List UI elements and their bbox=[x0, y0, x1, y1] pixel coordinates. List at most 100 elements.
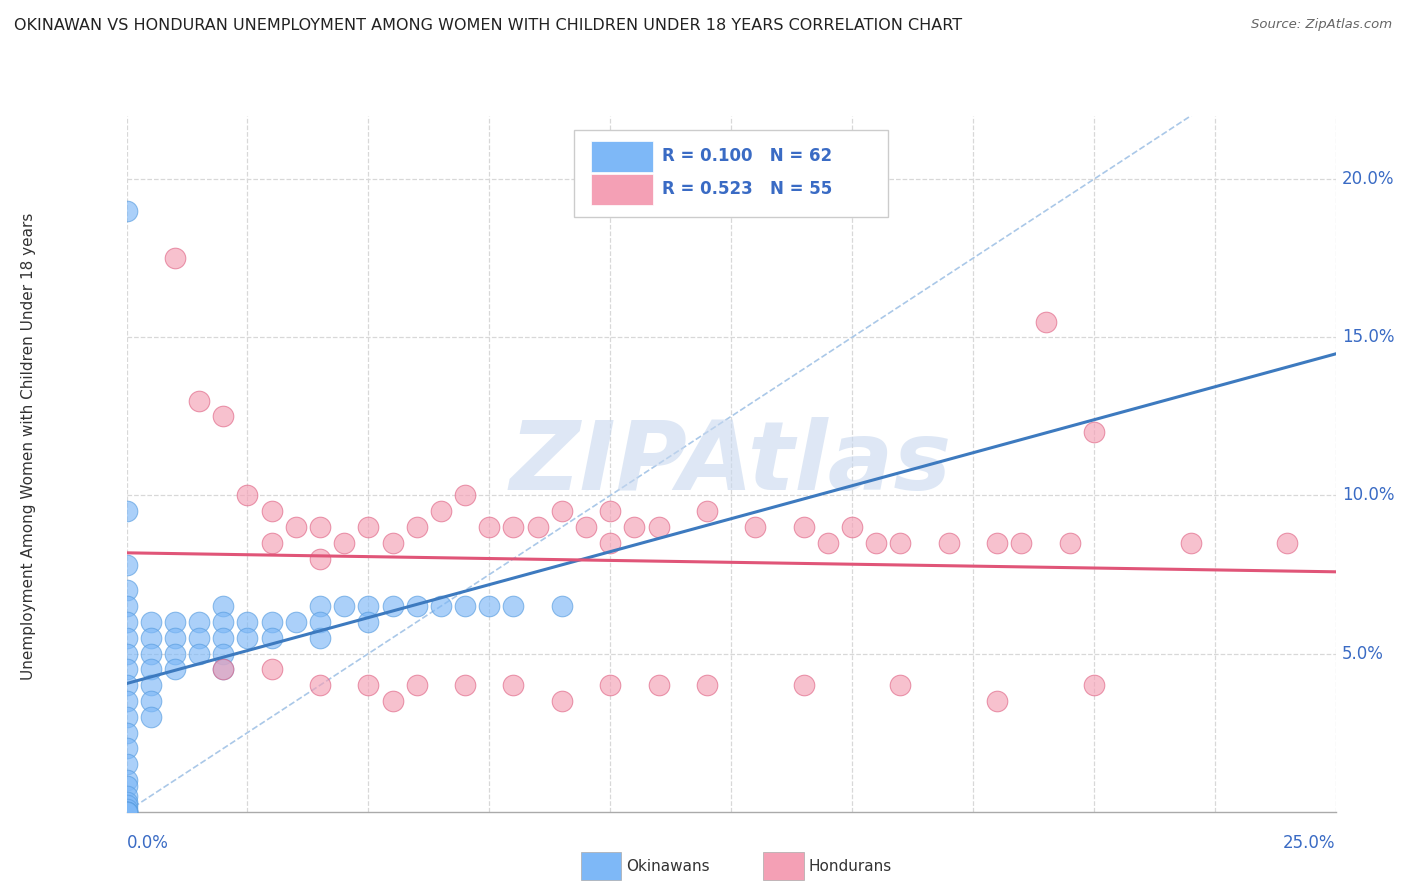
Point bbox=[139, 647, 162, 661]
Point bbox=[1035, 314, 1057, 328]
Point bbox=[115, 780, 138, 794]
Point bbox=[333, 536, 356, 550]
Point bbox=[599, 504, 621, 518]
Point bbox=[115, 694, 138, 708]
Point bbox=[212, 409, 235, 424]
Point bbox=[115, 558, 138, 572]
Point bbox=[405, 599, 427, 614]
Point bbox=[696, 504, 718, 518]
Point bbox=[696, 678, 718, 692]
Point bbox=[236, 488, 259, 502]
Point bbox=[139, 662, 162, 676]
Point bbox=[284, 520, 307, 534]
Point bbox=[1180, 536, 1202, 550]
Text: OKINAWAN VS HONDURAN UNEMPLOYMENT AMONG WOMEN WITH CHILDREN UNDER 18 YEARS CORRE: OKINAWAN VS HONDURAN UNEMPLOYMENT AMONG … bbox=[14, 18, 962, 33]
Point bbox=[260, 536, 283, 550]
Point bbox=[212, 599, 235, 614]
Point bbox=[938, 536, 960, 550]
Point bbox=[1277, 536, 1299, 550]
Point bbox=[212, 662, 235, 676]
Point bbox=[551, 694, 574, 708]
Point bbox=[115, 678, 138, 692]
Point bbox=[163, 631, 186, 645]
Point bbox=[139, 631, 162, 645]
Point bbox=[163, 252, 186, 266]
Point bbox=[647, 678, 669, 692]
Point bbox=[575, 520, 598, 534]
Point bbox=[454, 678, 477, 692]
Point bbox=[1059, 536, 1081, 550]
Point bbox=[260, 662, 283, 676]
Point bbox=[212, 615, 235, 629]
Point bbox=[309, 599, 332, 614]
Point bbox=[115, 795, 138, 809]
Point bbox=[115, 203, 138, 218]
Point bbox=[309, 520, 332, 534]
FancyBboxPatch shape bbox=[591, 141, 652, 171]
Point bbox=[502, 599, 524, 614]
Point bbox=[284, 615, 307, 629]
Point bbox=[139, 615, 162, 629]
Point bbox=[115, 805, 138, 819]
Point bbox=[309, 615, 332, 629]
Point bbox=[430, 599, 453, 614]
Point bbox=[212, 647, 235, 661]
Point bbox=[454, 599, 477, 614]
Point bbox=[405, 678, 427, 692]
Point bbox=[115, 599, 138, 614]
Text: 20.0%: 20.0% bbox=[1341, 170, 1395, 188]
Point bbox=[212, 631, 235, 645]
Point bbox=[260, 615, 283, 629]
Point bbox=[793, 520, 815, 534]
Text: 10.0%: 10.0% bbox=[1341, 486, 1395, 505]
Point bbox=[551, 504, 574, 518]
Point bbox=[647, 520, 669, 534]
Point bbox=[1010, 536, 1032, 550]
Point bbox=[502, 520, 524, 534]
Point bbox=[115, 504, 138, 518]
Point bbox=[357, 615, 380, 629]
Point bbox=[115, 741, 138, 756]
Point bbox=[260, 504, 283, 518]
Point bbox=[454, 488, 477, 502]
Point bbox=[1083, 425, 1105, 440]
Text: 25.0%: 25.0% bbox=[1284, 834, 1336, 852]
Point bbox=[817, 536, 839, 550]
Point bbox=[115, 710, 138, 724]
Point bbox=[188, 647, 211, 661]
Text: 5.0%: 5.0% bbox=[1341, 645, 1384, 663]
Point bbox=[309, 631, 332, 645]
Text: Hondurans: Hondurans bbox=[808, 859, 891, 873]
Point bbox=[478, 599, 501, 614]
Point bbox=[115, 798, 138, 813]
Point bbox=[357, 678, 380, 692]
Point bbox=[405, 520, 427, 534]
Point bbox=[599, 536, 621, 550]
Point bbox=[115, 583, 138, 598]
Point bbox=[526, 520, 548, 534]
Point bbox=[163, 662, 186, 676]
Point bbox=[115, 757, 138, 772]
Text: 15.0%: 15.0% bbox=[1341, 328, 1395, 346]
Point bbox=[115, 805, 138, 819]
Point bbox=[1083, 678, 1105, 692]
Point bbox=[212, 662, 235, 676]
FancyBboxPatch shape bbox=[574, 130, 889, 217]
Point bbox=[139, 710, 162, 724]
Point bbox=[744, 520, 766, 534]
Point bbox=[865, 536, 887, 550]
Point bbox=[115, 801, 138, 815]
Text: R = 0.523   N = 55: R = 0.523 N = 55 bbox=[662, 180, 832, 198]
Point bbox=[841, 520, 863, 534]
Point bbox=[357, 599, 380, 614]
Point bbox=[115, 789, 138, 803]
Text: Source: ZipAtlas.com: Source: ZipAtlas.com bbox=[1251, 18, 1392, 31]
Point bbox=[986, 694, 1008, 708]
Point bbox=[381, 694, 404, 708]
Point bbox=[115, 631, 138, 645]
Point bbox=[163, 615, 186, 629]
Point bbox=[188, 393, 211, 408]
Point bbox=[115, 805, 138, 819]
Point bbox=[115, 662, 138, 676]
Text: Unemployment Among Women with Children Under 18 years: Unemployment Among Women with Children U… bbox=[21, 212, 35, 680]
